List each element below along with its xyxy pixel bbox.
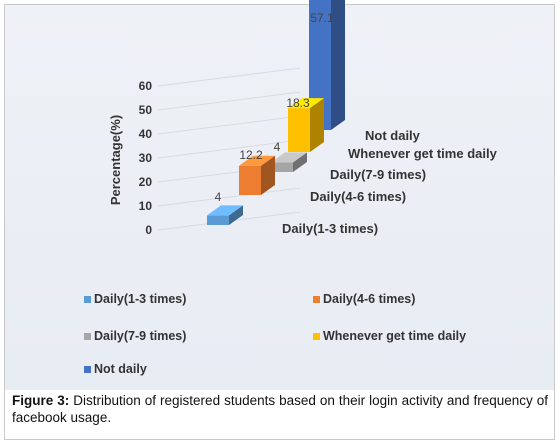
figure-caption: Figure 3: Distribution of registered stu…: [12, 392, 548, 426]
category-label: Daily(1-3 times): [282, 221, 378, 236]
data-label: 12.2: [239, 148, 263, 162]
gridline: [157, 187, 301, 207]
bar: [271, 162, 293, 172]
legend-swatch: [313, 333, 320, 340]
y-tick-label: 20: [139, 175, 153, 189]
gridline: [157, 91, 301, 111]
y-axis-title: Percentage(%): [108, 115, 123, 205]
data-label: 4: [215, 190, 222, 204]
gridline: [157, 67, 301, 87]
bar-side: [293, 152, 307, 172]
category-label: Daily(7-9 times): [330, 167, 426, 182]
bar-top: [207, 205, 243, 216]
chart-panel: [5, 5, 554, 390]
bar-side: [310, 98, 324, 152]
bar-chart-3d: 0 10 20 30 40 50 60 Percentage(%) 4 12.2 4 18.3 57.1…: [84, 0, 498, 376]
bar-top: [288, 98, 324, 109]
bar-side: [331, 0, 345, 130]
bar-top: [271, 152, 307, 163]
legend-label: Whenever get time daily: [323, 329, 466, 343]
legend-swatch: [84, 296, 91, 303]
bar: [288, 108, 310, 152]
bar-side: [261, 155, 275, 195]
legend-swatch: [84, 366, 91, 373]
category-label: Whenever get time daily: [348, 146, 498, 161]
bar: [309, 0, 331, 130]
y-tick-label: 50: [139, 103, 153, 117]
y-tick-label: 0: [145, 223, 152, 237]
bar-side: [229, 205, 243, 225]
gridline: [157, 139, 301, 159]
data-label: 4: [274, 140, 281, 154]
legend-label: Daily(1-3 times): [94, 292, 186, 306]
category-label: Not daily: [365, 128, 421, 143]
legend-swatch: [313, 296, 320, 303]
gridline: [157, 115, 301, 135]
data-label: 18.3: [286, 96, 310, 110]
caption-label: Figure 3:: [12, 393, 70, 408]
y-tick-label: 10: [139, 199, 153, 213]
bar: [239, 165, 261, 195]
bar: [207, 215, 229, 225]
data-label: 57.1: [310, 11, 334, 25]
y-tick-label: 40: [139, 127, 153, 141]
caption-text: Distribution of registered students base…: [12, 393, 548, 425]
legend-swatch: [84, 333, 91, 340]
y-tick-label: 30: [139, 151, 153, 165]
category-label: Daily(4-6 times): [310, 189, 406, 204]
legend-label: Not daily: [94, 362, 147, 376]
legend-label: Daily(4-6 times): [323, 292, 415, 306]
legend-label: Daily(7-9 times): [94, 329, 186, 343]
y-tick-label: 60: [139, 79, 153, 93]
bar-top: [239, 155, 275, 166]
